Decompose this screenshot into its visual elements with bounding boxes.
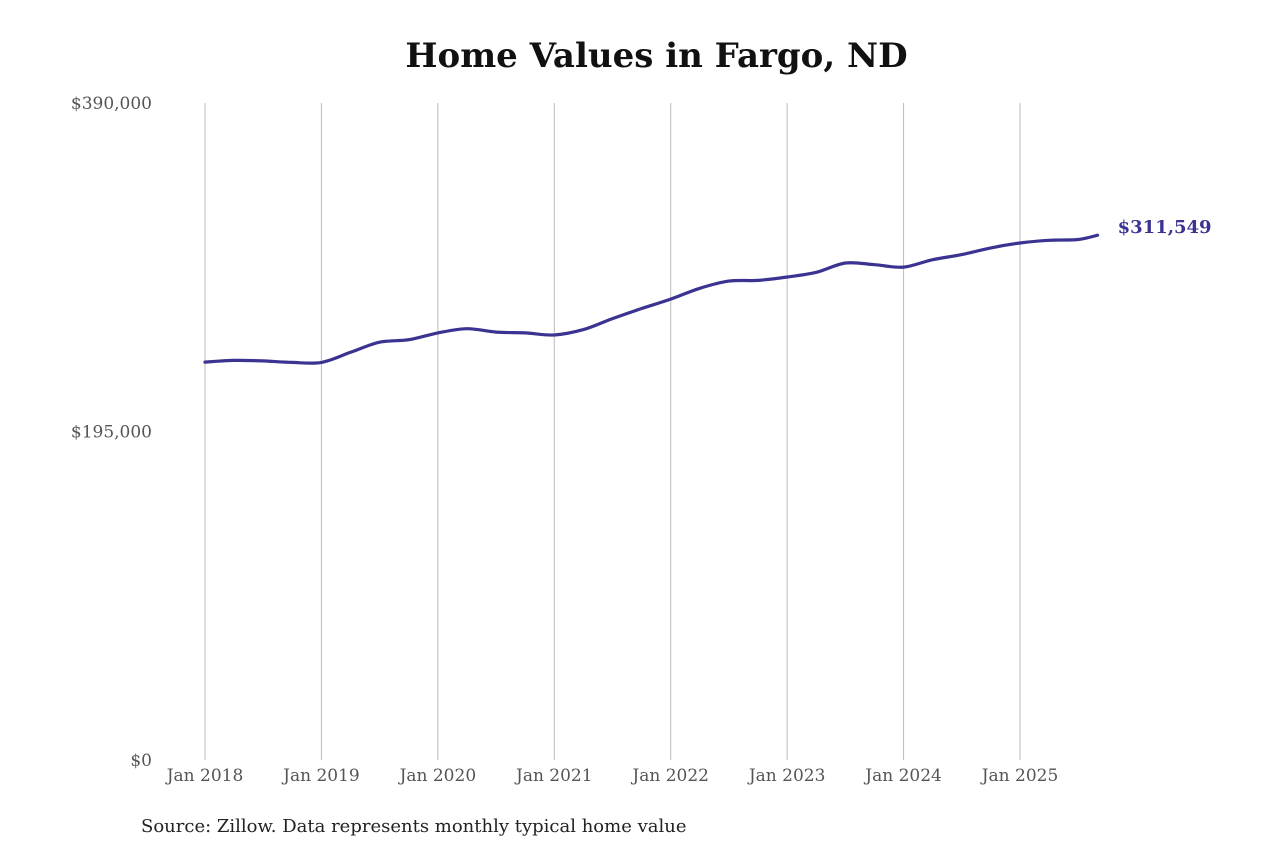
x-tick-label: Jan 2024 [863,766,942,786]
x-tick-label: Jan 2020 [398,766,477,786]
y-tick-label: $195,000 [71,423,152,443]
latest-value-label: $311,549 [1118,217,1212,238]
x-tick-label: Jan 2019 [281,766,360,786]
x-tick-label: Jan 2018 [165,766,244,786]
source-note: Source: Zillow. Data represents monthly … [141,816,687,837]
chart-title: Home Values in Fargo, ND [405,36,908,76]
home-value-line [203,233,1100,365]
x-axis-labels: Jan 2018 Jan 2019 Jan 2020 Jan 2021 Jan 2022… [165,766,1059,786]
vertical-gridlines [204,103,1021,760]
x-tick-label: Jan 2023 [747,766,826,786]
x-tick-label: Jan 2021 [514,766,593,786]
x-tick-label: Jan 2022 [630,766,709,786]
y-tick-label: $390,000 [71,94,152,114]
x-tick-label: Jan 2025 [980,766,1059,786]
y-axis-labels: $0 $195,000 $390,000 [71,94,152,771]
y-tick-label: $0 [130,751,152,771]
